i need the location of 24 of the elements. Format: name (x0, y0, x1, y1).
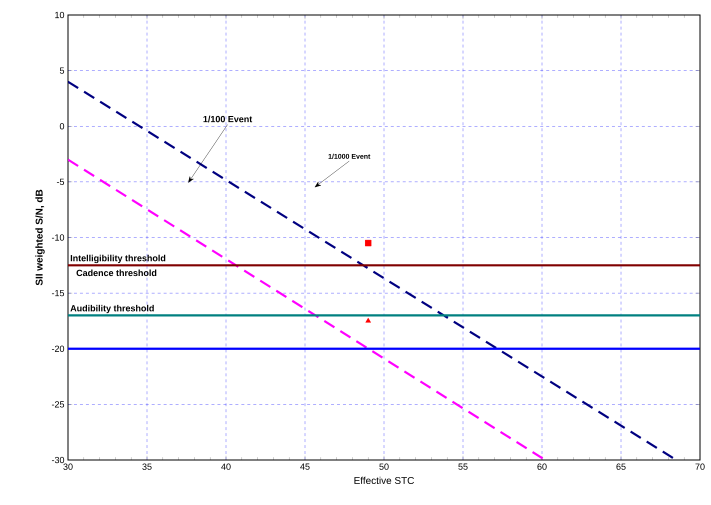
x-tick-label: 50 (379, 464, 389, 470)
y-tick-label: -15 (52, 290, 64, 296)
ref-line-label: Audibility threshold (70, 304, 154, 314)
x-axis-title: Effective STC (354, 476, 414, 484)
x-tick-label: 45 (300, 464, 310, 470)
y-tick-label: -5 (56, 178, 64, 186)
x-tick-label: 55 (458, 464, 468, 470)
y-tick-label: 5 (60, 67, 64, 74)
x-tick-label: 35 (142, 464, 152, 470)
y-tick-label: -10 (52, 234, 64, 241)
y-tick-label: -25 (52, 401, 64, 408)
y-tick-label: -20 (52, 346, 64, 352)
y-tick-label: -30 (52, 456, 64, 464)
x-tick-label: 40 (221, 464, 231, 470)
y-tick-label: 10 (55, 12, 64, 18)
x-tick-label: 30 (63, 464, 73, 470)
x-tick-label: 65 (616, 464, 626, 470)
ref-line-label: Intelligibility threshold (70, 254, 166, 264)
y-axis-title: SII weighted S/N, dB (35, 190, 45, 286)
annotation: Cadence threshold (76, 269, 156, 276)
y-tick-label: 0 (60, 123, 64, 130)
annotation: 1/100 Event (203, 116, 252, 122)
x-tick-label: 70 (695, 464, 705, 470)
x-tick-label: 60 (537, 464, 547, 470)
